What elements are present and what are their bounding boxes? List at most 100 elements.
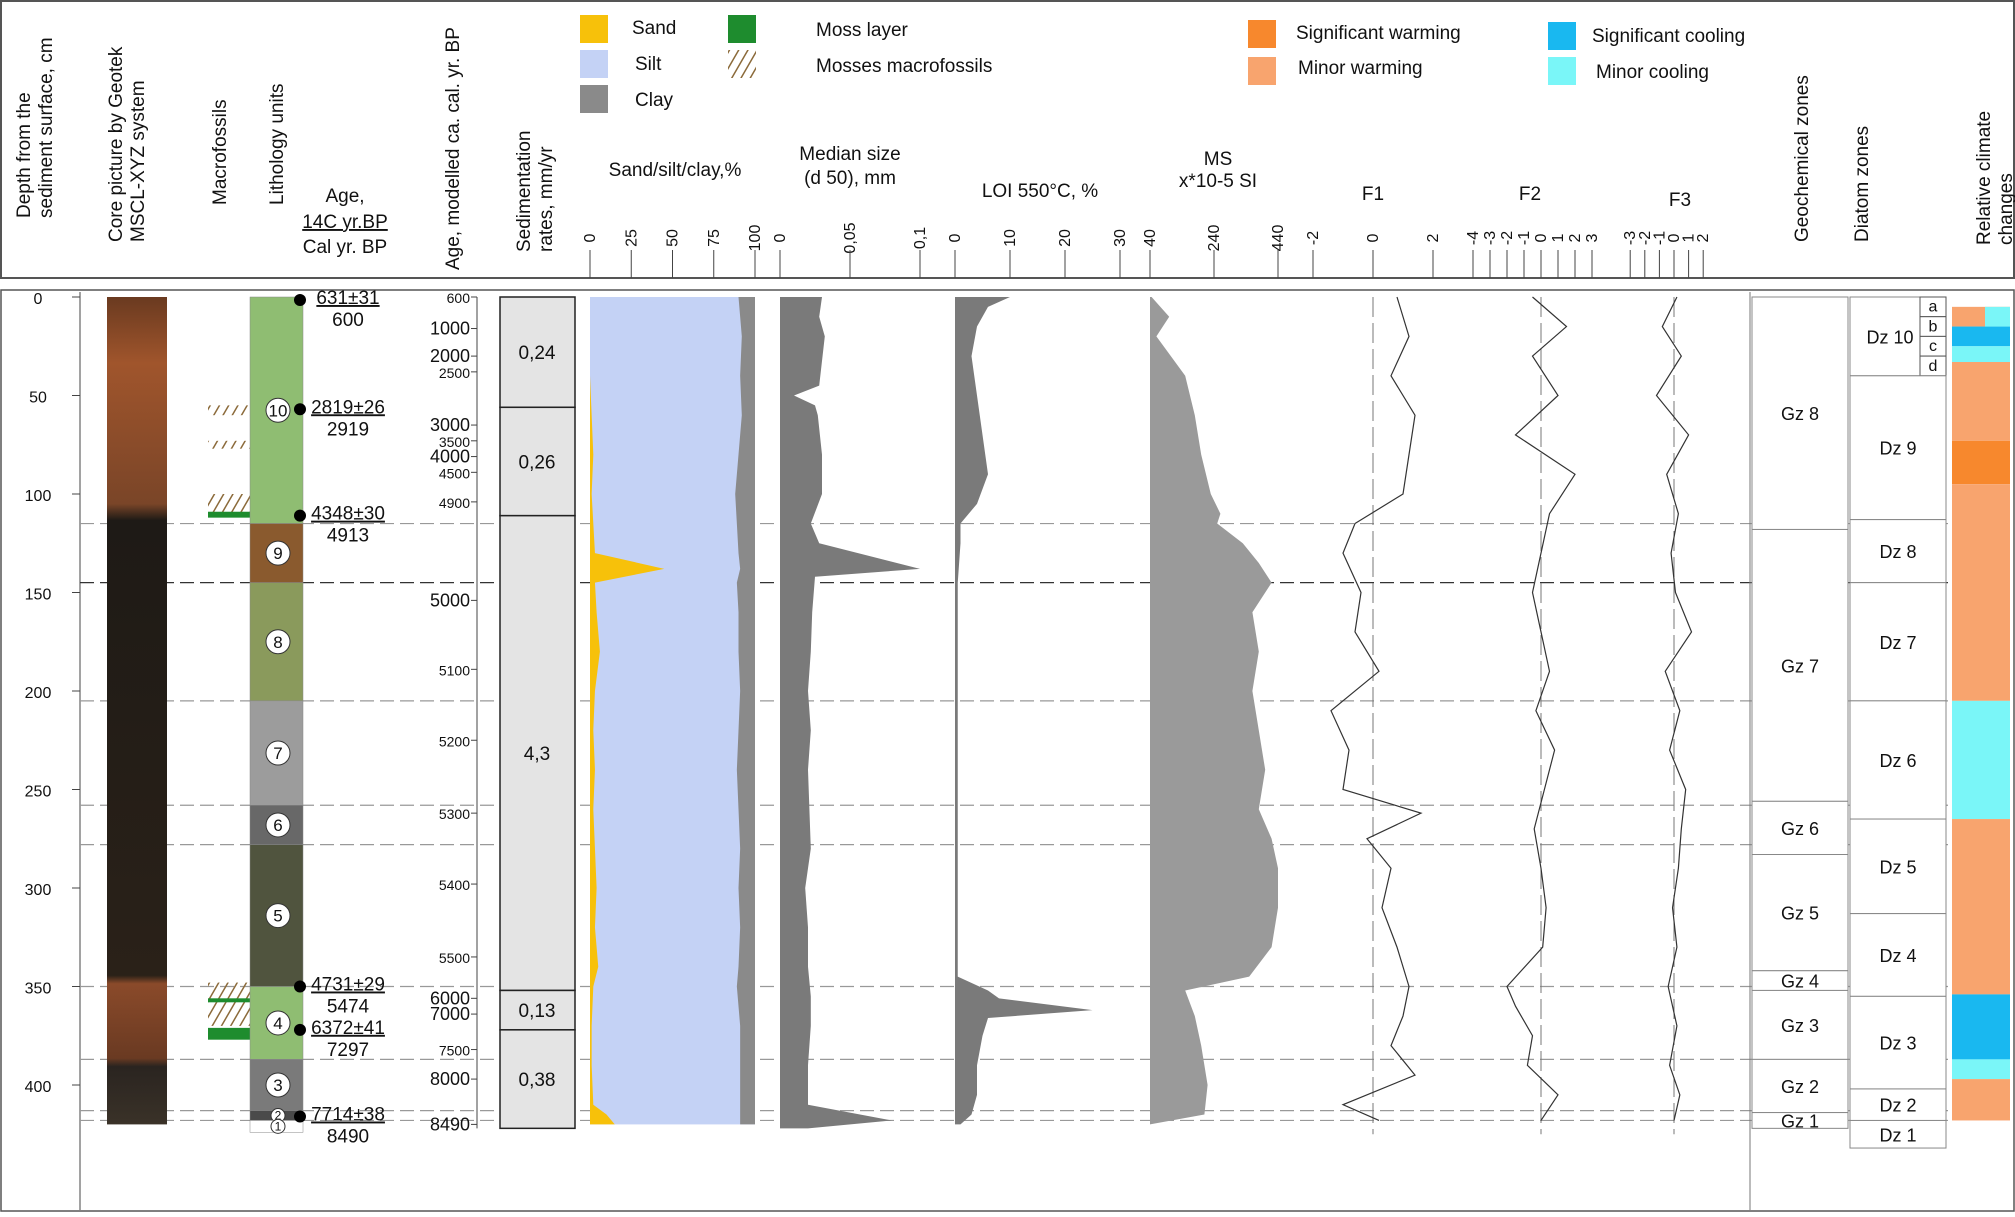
diatom-zone-label: Dz 2 <box>1879 1096 1916 1116</box>
diatom-subzone-label: c <box>1929 338 1937 355</box>
date-cal: 2919 <box>327 419 369 440</box>
lithology-unit-marker <box>265 740 291 766</box>
age-model-tick-label: 3500 <box>439 434 470 450</box>
legend-label: Moss layer <box>816 20 909 41</box>
diatom-subzone-label: b <box>1929 318 1938 335</box>
diatom-title: Diatom zones <box>1852 126 1873 242</box>
macrofossils-title: Macrofossils <box>210 99 231 205</box>
age-model-tick-label: 1000 <box>430 319 470 339</box>
depth-tick-label: 350 <box>25 981 52 998</box>
climate-segment-minor_warm <box>1952 362 2010 441</box>
legend-swatch-minor_warm <box>1248 57 1276 85</box>
climate-segment-minor_warm <box>1952 1079 2010 1121</box>
diatom-zone-label: Dz 3 <box>1879 1034 1916 1054</box>
diatom-zone <box>1849 1088 1947 1121</box>
moss-layer <box>208 1027 250 1040</box>
geochem-zone-label: Gz 2 <box>1781 1077 1819 1097</box>
legend-swatch-sig_warm <box>1248 20 1276 48</box>
sed-rate-box <box>499 1029 576 1130</box>
diatom-zone-label: Dz 5 <box>1879 857 1916 877</box>
age-model-tick-label: 6000 <box>430 988 470 1008</box>
median-curve <box>780 297 920 1129</box>
lithology-unit-marker <box>265 1072 291 1098</box>
age-model-tick-label: 4500 <box>439 465 470 481</box>
grain-tick-label: 50 <box>665 229 682 247</box>
median-tick-label: 0,1 <box>912 227 929 249</box>
date-c14: 631±31 <box>316 288 379 309</box>
age-cal-unit: Cal yr. BP <box>303 237 387 258</box>
climate-segment-minor_warm <box>1952 484 2010 701</box>
diatom-zone-label: Dz 6 <box>1879 751 1916 771</box>
median-title: (d 50), mm <box>804 168 896 189</box>
f3-curve <box>1655 296 1693 1121</box>
f2-tick-label: -2 <box>1499 231 1516 245</box>
sed-rate-value: 0,13 <box>519 1001 556 1022</box>
legend-label: Minor warming <box>1298 58 1423 79</box>
age-model-tick-label: 2000 <box>430 346 470 366</box>
lithology-unit-marker <box>265 397 291 423</box>
date-sample-dot <box>294 403 306 416</box>
legend-swatch-clay <box>580 85 608 113</box>
age-model-tick-label: 7000 <box>430 1004 470 1024</box>
legend-label: Mosses macrofossils <box>816 56 992 77</box>
lithology-unit-label: 3 <box>273 1076 282 1095</box>
date-c14: 6372±41 <box>311 1018 385 1039</box>
depth-axis-title: sediment surface, cm <box>36 37 57 218</box>
geochem-zone <box>1751 296 1849 530</box>
climate-segment-minor_warm <box>1952 819 2010 995</box>
legend-swatch-sand <box>580 15 608 43</box>
loi-tick-label: 20 <box>1057 229 1074 247</box>
date-c14: 2819±26 <box>311 397 385 418</box>
date-sample-dot <box>294 509 306 522</box>
ms-title: MS <box>1204 149 1233 170</box>
f2-curve <box>1506 296 1576 1121</box>
climate-segment-minor_cool <box>1952 700 2010 820</box>
date-c14: 4731±29 <box>311 975 385 996</box>
f3-tick-label: -3 <box>1622 231 1639 245</box>
climate-segment-minor_cool <box>1952 1059 2010 1080</box>
grain-size-title: Sand/silt/clay,% <box>609 160 742 181</box>
legend-label: Sand <box>632 18 676 39</box>
moss-layer <box>208 511 250 518</box>
legend-swatch-mosses_macro <box>728 50 756 78</box>
age-14c-title: Age, <box>325 186 364 207</box>
lithology-unit-marker <box>265 1010 291 1036</box>
lithology-unit-marker <box>270 1118 286 1134</box>
geochem-zone <box>1751 1112 1849 1129</box>
sed-rate-box <box>499 989 576 1031</box>
depth-tick-label: 250 <box>25 784 52 801</box>
age-model-tick-label: 8490 <box>430 1114 470 1134</box>
geochem-zone <box>1751 800 1849 856</box>
loi-tick-label: 30 <box>1112 229 1129 247</box>
diatom-zone-label: Dz 7 <box>1879 633 1916 653</box>
diatom-zone <box>1849 582 1947 702</box>
climate-title: changes <box>1996 173 2015 245</box>
age-model-tick-label: 8000 <box>430 1069 470 1089</box>
date-sample-dot <box>294 1110 306 1123</box>
diatom-zone <box>1849 913 1947 997</box>
f3-tick-label: 0 <box>1666 233 1683 242</box>
f2-tick-label: -4 <box>1465 231 1482 245</box>
ms-tick-label: 240 <box>1206 225 1223 252</box>
mosses-macrofossil <box>208 440 250 449</box>
lithology-unit-label: 2 <box>275 1109 282 1123</box>
sed-rates-title: Sedimentation <box>514 131 535 252</box>
loi-curve <box>955 297 1093 1125</box>
age-model-tick-label: 600 <box>447 290 471 306</box>
age-14c-unit: 14C yr.BP <box>302 212 388 233</box>
f1-tick-label: -2 <box>1305 231 1322 245</box>
depth-tick-label: 400 <box>25 1079 52 1096</box>
lithology-unit-label: 8 <box>273 633 282 652</box>
diatom-zone <box>1849 700 1947 820</box>
diatom-zone <box>1849 375 1947 521</box>
legend-swatch-sig_cool <box>1548 22 1576 50</box>
f2-tick-label: 3 <box>1584 233 1601 242</box>
age-model-tick-label: 5500 <box>439 950 470 966</box>
climate-segment-minor_cool <box>1952 346 2010 363</box>
f3-tick-label: 2 <box>1695 233 1712 242</box>
age-model-tick-label: 3000 <box>430 415 470 435</box>
legend-label: Minor cooling <box>1596 62 1709 83</box>
date-cal: 5474 <box>327 997 370 1018</box>
plot-frame <box>0 289 2015 1212</box>
legend-label: Significant warming <box>1296 23 1461 44</box>
